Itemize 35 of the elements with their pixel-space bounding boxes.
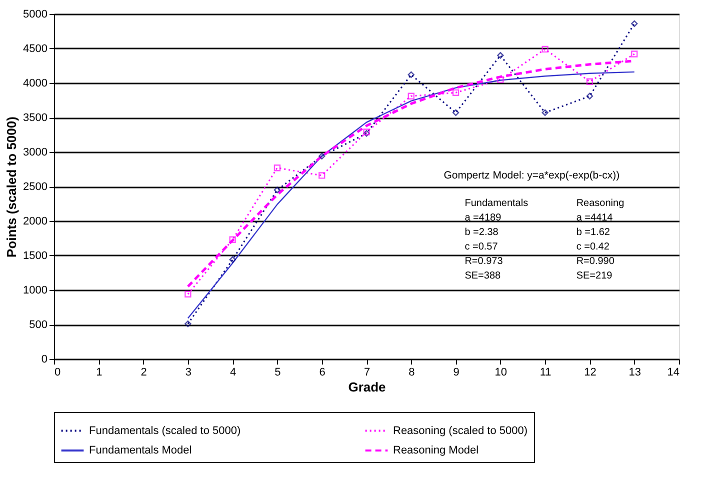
y-tick-label: 2500 — [23, 181, 48, 193]
x-tick-label: 3 — [185, 366, 192, 378]
legend-label: Fundamentals (scaled to 5000) — [89, 424, 241, 437]
legend-label: Reasoning (scaled to 5000) — [393, 424, 528, 437]
x-axis-title: Grade — [348, 380, 386, 394]
legend-label: Fundamentals Model — [89, 444, 192, 456]
y-tick-label: 3000 — [23, 146, 48, 158]
y-tick-label: 3500 — [23, 112, 48, 124]
x-tick-label: 5 — [274, 366, 281, 378]
x-tick-label: 1 — [96, 366, 102, 378]
y-tick-label: 4500 — [23, 43, 48, 55]
y-tick-label: 5000 — [23, 8, 48, 20]
x-tick-label: 0 — [54, 366, 61, 378]
y-tick-label: 0 — [41, 354, 48, 366]
y-tick-label: 500 — [29, 319, 48, 331]
x-tick-label: 2 — [140, 366, 147, 378]
x-tick-label: 9 — [453, 366, 460, 378]
y-tick-label: 4000 — [23, 78, 48, 90]
y-axis-title: Points (scaled to 5000) — [4, 116, 20, 258]
legend-label: Reasoning Model — [393, 444, 479, 456]
x-tick-label: 11 — [540, 366, 552, 378]
y-tick-label: 1000 — [23, 284, 48, 296]
x-tick-label: 13 — [628, 366, 641, 378]
x-tick-label: 4 — [230, 366, 236, 378]
x-tick-label: 7 — [364, 366, 370, 378]
annotation: Fundamentals a =4189 b =2.38 c =0.57 R=0.973 SE=388 — [464, 198, 528, 282]
x-tick-label: 12 — [584, 366, 596, 378]
x-tick-label: 10 — [494, 366, 508, 378]
x-tick-label: 14 — [667, 366, 680, 378]
x-tick-label: 8 — [408, 366, 415, 378]
annotation: Gompertz Model: y=a*exp(-exp(b-cx)) — [444, 170, 620, 182]
x-tick-label: 6 — [319, 366, 326, 378]
y-tick-label: 1500 — [23, 250, 48, 262]
y-tick-label: 2000 — [23, 216, 48, 228]
annotation: Reasoning a =4414 b =1.62 c =0.42 R=0.990 SE=219 — [576, 198, 624, 282]
